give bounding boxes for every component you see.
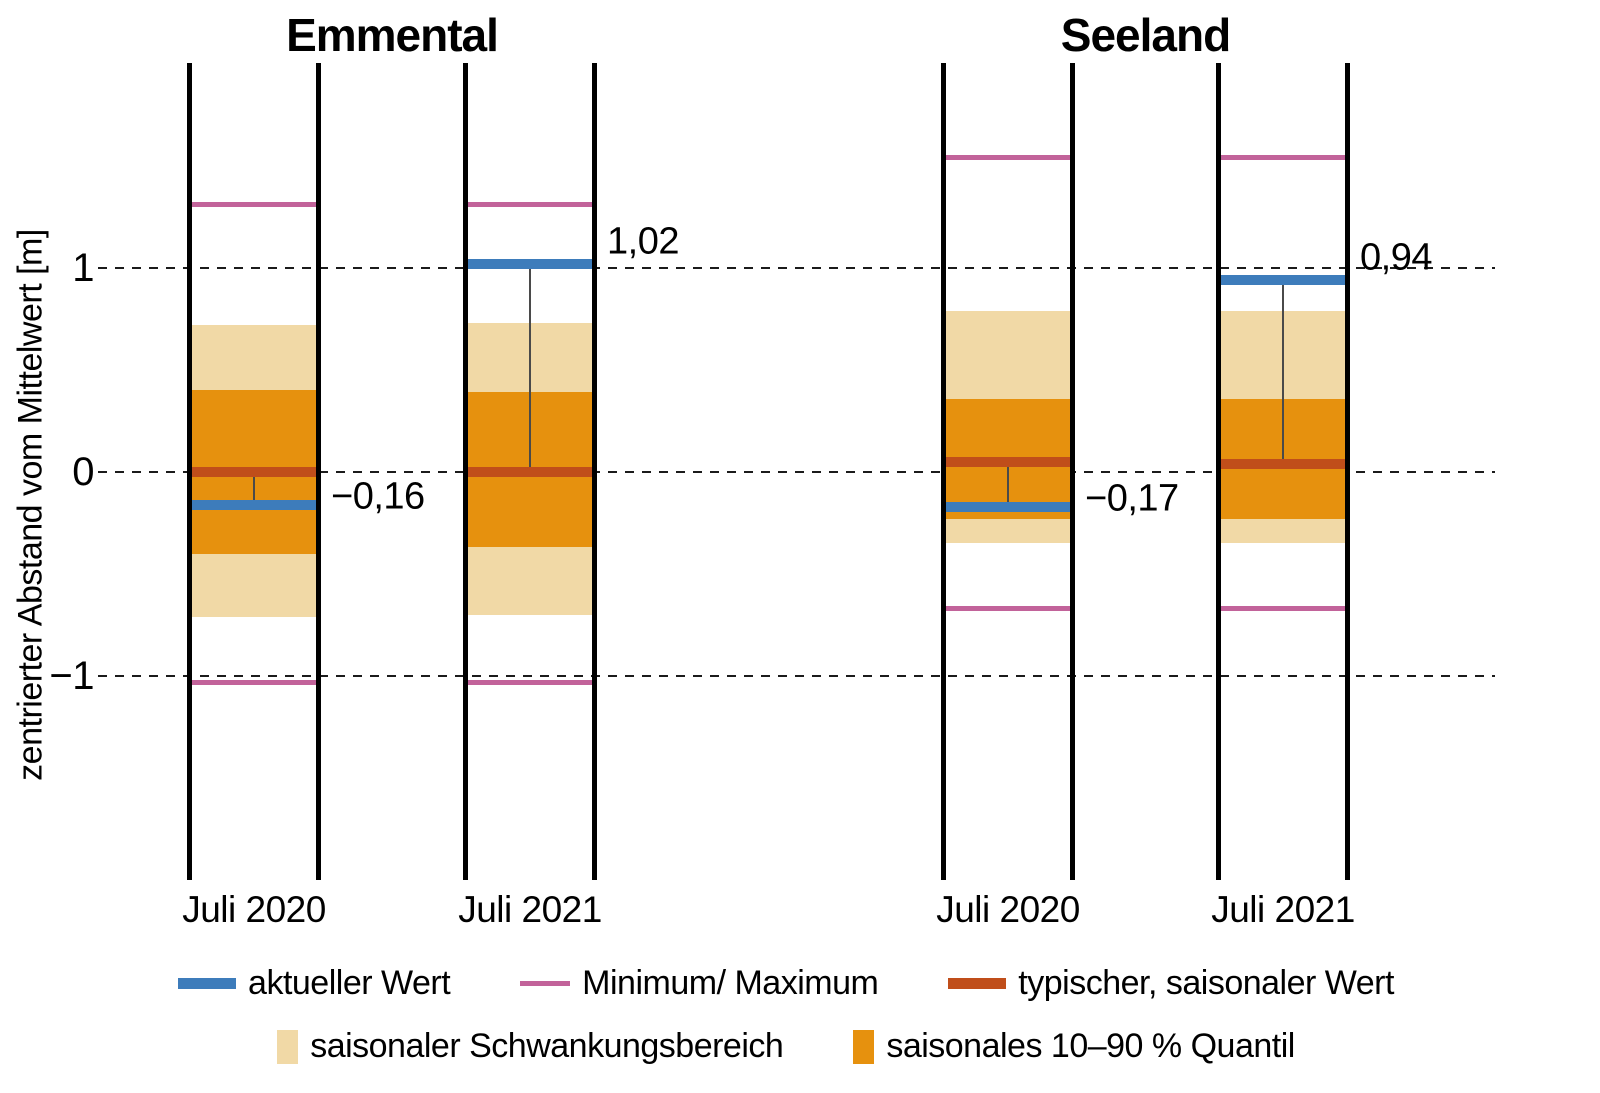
gridline--1 — [98, 675, 1495, 677]
gridline-1 — [98, 267, 1495, 269]
minimum-line — [1221, 606, 1345, 612]
current-value-line — [1221, 275, 1345, 286]
panel-title: Emmental — [286, 9, 499, 61]
quantile-swatch — [853, 1029, 875, 1064]
typical-seasonal-value-line — [946, 456, 1070, 467]
x-axis-label: Juli 2021 — [1211, 889, 1355, 930]
chart-column — [1216, 63, 1350, 880]
maximum-line — [192, 202, 316, 208]
legend-label: Minimum/ Maximum — [582, 964, 879, 1002]
connector-line — [1282, 280, 1284, 464]
current-value-label: −0,16 — [331, 475, 425, 518]
x-axis-label: Juli 2020 — [936, 889, 1080, 930]
y-axis-label: zentrierter Abstand vom Mittelwert [m] — [11, 229, 50, 781]
y-tick-label: 1 — [72, 246, 94, 290]
legend-label: typischer, saisonaler Wert — [1018, 964, 1394, 1002]
connector-line — [253, 472, 255, 505]
x-axis-label: Juli 2021 — [458, 889, 602, 930]
legend-label: saisonaler Schwankungsbereich — [310, 1027, 784, 1065]
minimum-line — [468, 679, 592, 685]
legend-row: saisonaler Schwankungsbereich saisonales … — [0, 1027, 1572, 1066]
legend-label: aktueller Wert — [248, 964, 451, 1002]
current-value-label: −0,17 — [1085, 477, 1179, 520]
y-tick-label: −1 — [49, 654, 94, 698]
maximum-line — [1221, 155, 1345, 161]
legend-item-current: aktueller Wert — [178, 964, 451, 1003]
x-axis-label: Juli 2020 — [182, 889, 326, 930]
chart-column — [941, 63, 1075, 880]
legend-item-minmax: Minimum/ Maximum — [520, 964, 879, 1003]
current-value-line — [192, 499, 316, 510]
current-value-label: 1,02 — [607, 220, 679, 263]
current-swatch — [178, 978, 237, 989]
current-value-line — [468, 258, 592, 269]
legend: aktueller Wert Minimum/ Maximum typischer,… — [0, 964, 1572, 1066]
panel-title: Seeland — [1060, 9, 1231, 61]
legend-item-typical: typischer, saisonaler Wert — [948, 964, 1394, 1003]
minimum-line — [946, 606, 1070, 612]
typical-swatch — [948, 978, 1007, 989]
maximum-line — [468, 202, 592, 208]
minimum-line — [192, 679, 316, 685]
minmax-swatch — [520, 981, 571, 986]
typical-seasonal-value-line — [192, 467, 316, 477]
connector-line — [529, 263, 531, 472]
legend-item-range: saisonaler Schwankungsbereich — [277, 1027, 784, 1066]
current-value-line — [946, 501, 1070, 512]
typical-seasonal-value-line — [468, 467, 592, 477]
range-swatch — [277, 1029, 299, 1064]
maximum-line — [946, 155, 1070, 161]
gridline-0 — [98, 471, 1495, 473]
chart-column — [187, 63, 321, 880]
legend-label: saisonales 10–90 % Quantil — [886, 1027, 1295, 1065]
current-value-label: 0,94 — [1360, 236, 1432, 279]
chart-column — [463, 63, 597, 880]
legend-item-quantile: saisonales 10–90 % Quantil — [853, 1027, 1295, 1066]
connector-line — [1007, 461, 1009, 507]
legend-row: aktueller Wert Minimum/ Maximum typischer,… — [0, 964, 1572, 1003]
typical-seasonal-value-line — [1221, 458, 1345, 469]
y-tick-label: 0 — [72, 450, 94, 494]
